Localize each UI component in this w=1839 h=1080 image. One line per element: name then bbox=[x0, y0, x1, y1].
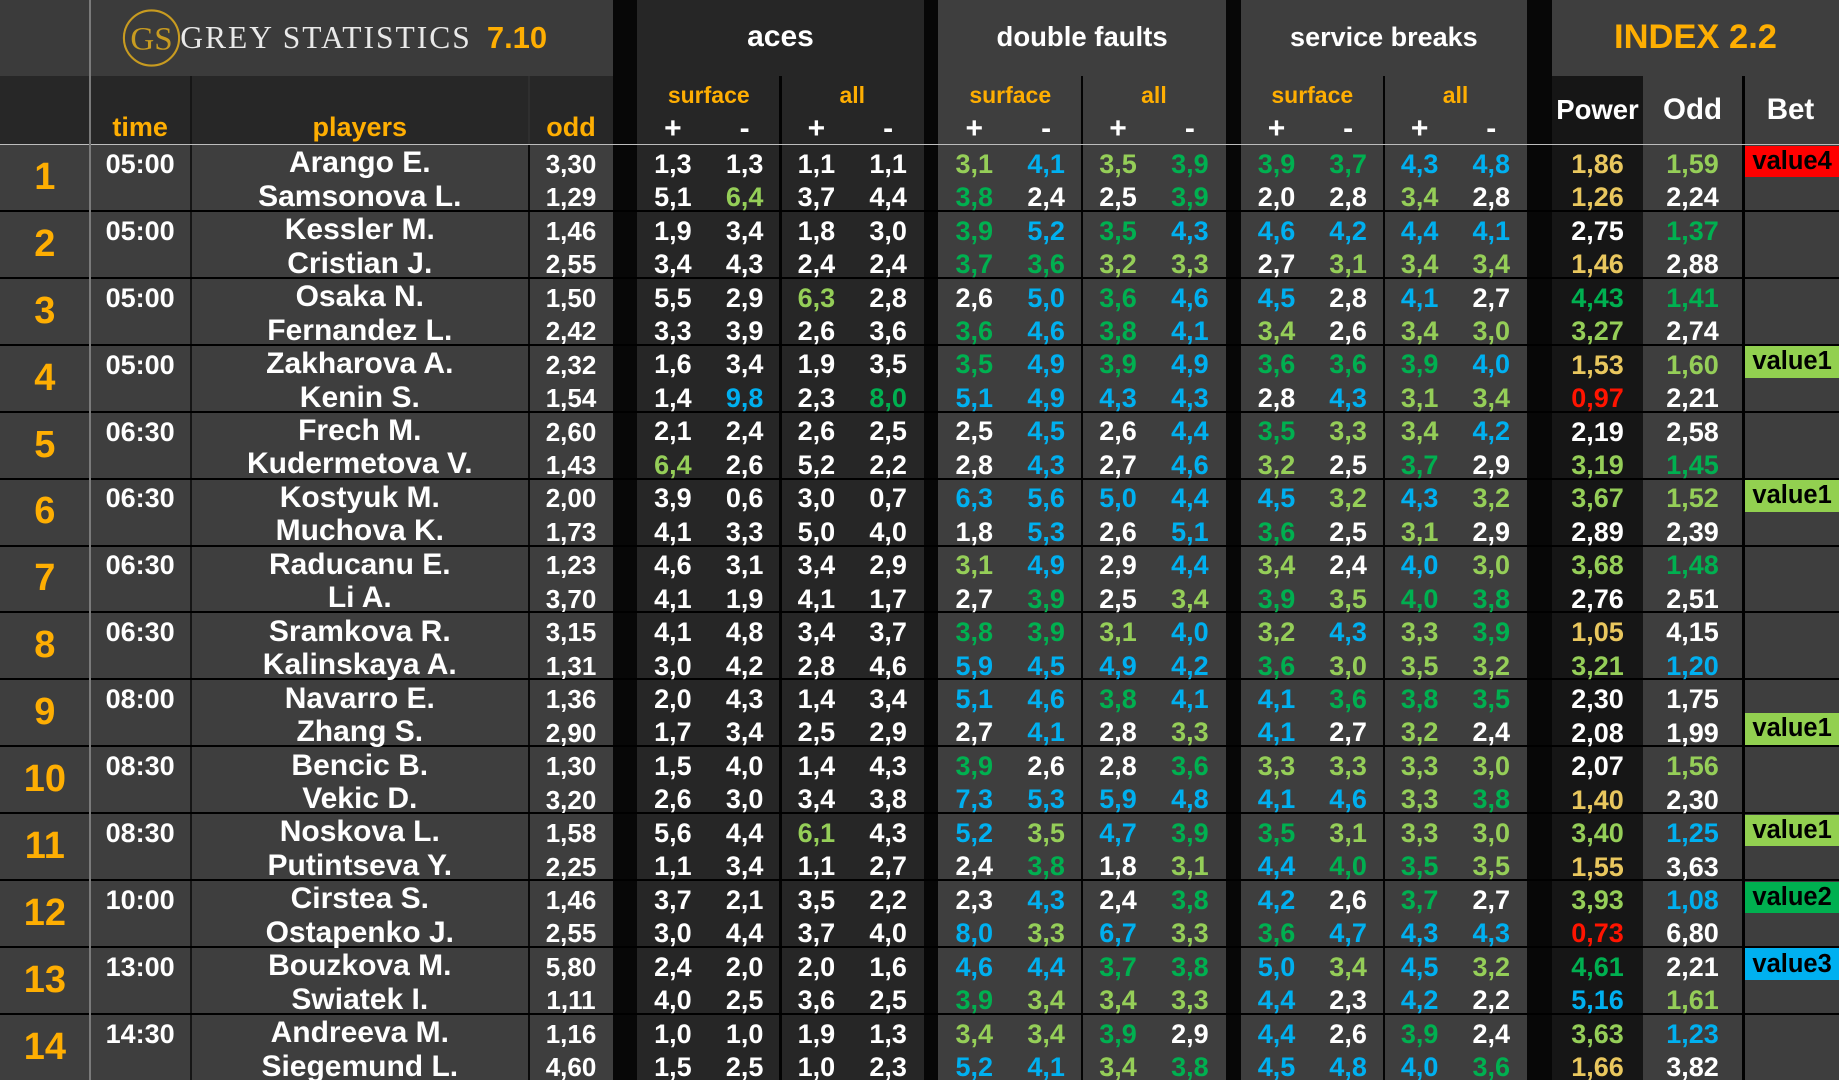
svg-text:GS: GS bbox=[130, 22, 172, 58]
